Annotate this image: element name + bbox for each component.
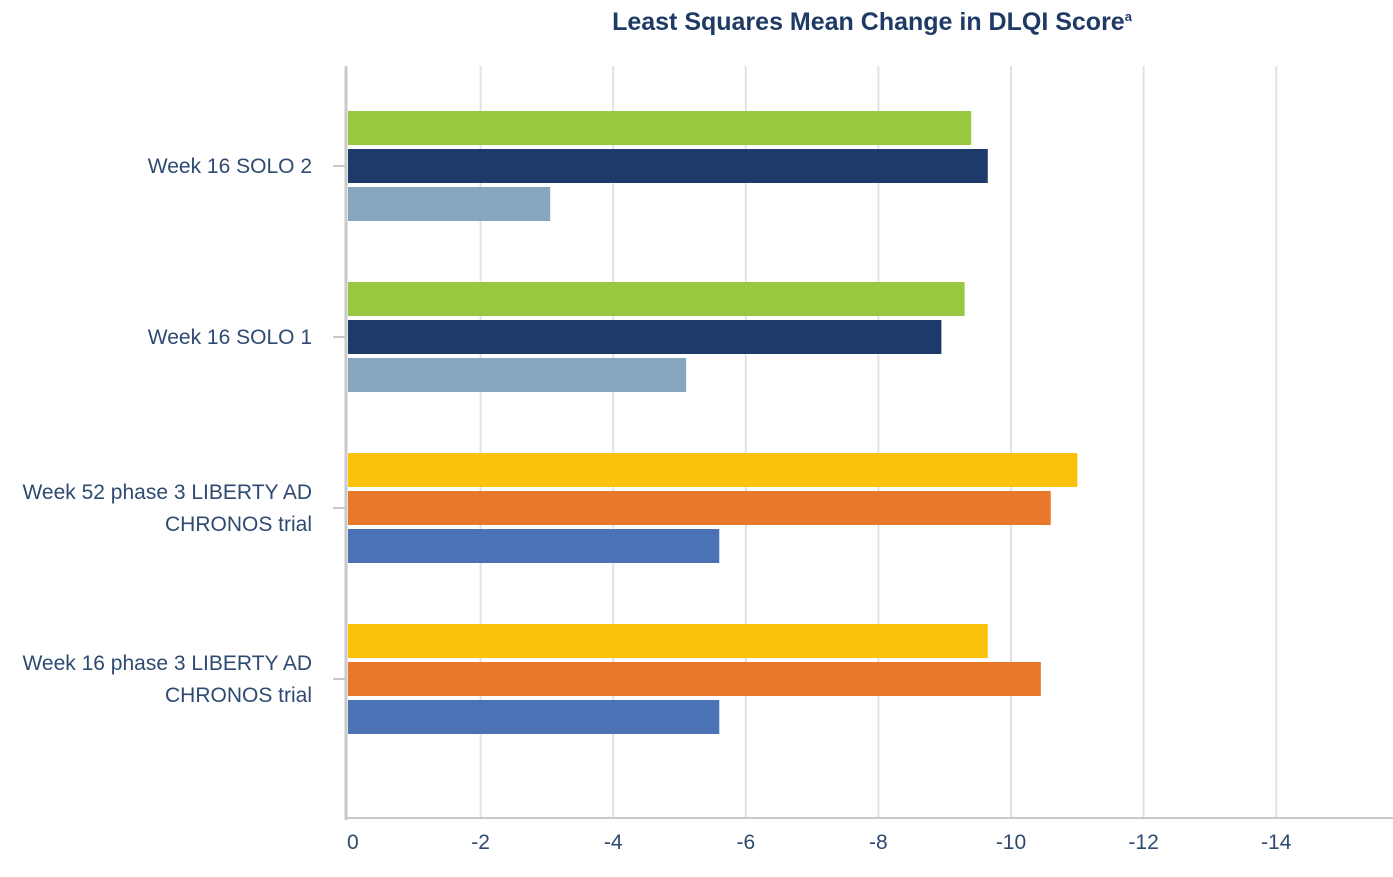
bar — [348, 624, 988, 658]
bar — [348, 662, 1041, 696]
category-label-line: CHRONOS trial — [165, 513, 312, 536]
x-tick-label: -14 — [1261, 831, 1292, 854]
category-label: Week 16 phase 3 LIBERTY AD CHRONOS trial — [22, 652, 312, 707]
x-tick-label: -12 — [1128, 831, 1158, 854]
bar — [348, 320, 942, 354]
bar — [348, 529, 720, 563]
category-label-line: Week 16 phase 3 LIBERTY AD — [22, 652, 312, 675]
gridlines — [479, 66, 1278, 818]
bars — [348, 111, 1078, 734]
category-label-line: Week 52 phase 3 LIBERTY AD — [22, 481, 312, 504]
x-tick-labels: 0 -2 -4 -6 -8 -10 -12 -14 — [347, 831, 1292, 854]
x-tick-label: 0 — [347, 831, 359, 854]
bar — [348, 453, 1078, 487]
category-label-line: CHRONOS trial — [165, 684, 312, 707]
chart-title: Least Squares Mean Change in DLQI Scorea — [612, 8, 1133, 36]
bar — [348, 700, 720, 734]
x-tick-label: -8 — [869, 831, 888, 854]
bar — [348, 491, 1051, 525]
x-tick-label: -6 — [736, 831, 755, 854]
category-label-line: Week 16 SOLO 1 — [148, 326, 312, 349]
bar — [348, 187, 551, 221]
x-tick-label: -10 — [996, 831, 1026, 854]
bar — [348, 149, 988, 183]
category-label-line: Week 16 SOLO 2 — [148, 155, 312, 178]
axes — [333, 66, 1393, 820]
chart-title-superscript: a — [1125, 9, 1133, 24]
bar — [348, 282, 965, 316]
category-label: Week 16 SOLO 1 — [148, 326, 312, 349]
x-tick-label: -4 — [604, 831, 623, 854]
category-label: Week 16 SOLO 2 — [148, 155, 312, 178]
x-tick-label: -2 — [471, 831, 490, 854]
bar — [348, 358, 687, 392]
bar — [348, 111, 972, 145]
chart-title-text: Least Squares Mean Change in DLQI Score — [612, 8, 1125, 36]
category-labels: Week 16 SOLO 2 Week 16 SOLO 1 Week 52 phas… — [22, 155, 312, 707]
category-label: Week 52 phase 3 LIBERTY AD CHRONOS trial — [22, 481, 312, 536]
